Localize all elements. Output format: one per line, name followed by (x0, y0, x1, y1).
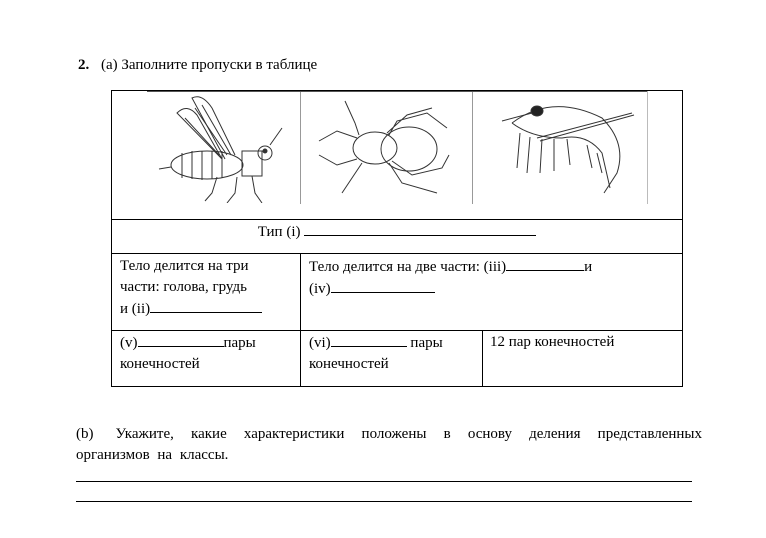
and-word: и (584, 259, 593, 275)
spider-drawing (318, 100, 450, 194)
answer-line-2[interactable] (76, 501, 692, 502)
others-body-cell: Тело делится на две части: (iii) и (iv) (309, 256, 679, 300)
limbs-cell-2: (vi) пары конечностей (309, 332, 479, 375)
blank-i[interactable] (304, 221, 537, 236)
blank-ii[interactable] (150, 298, 263, 313)
part-b: (b) Укажите, какие характеристики положен… (76, 424, 702, 466)
pairs-word: пары (223, 335, 256, 351)
label-vi: (vi) (309, 335, 331, 351)
limbs-cell-3: 12 пар конечностей (490, 334, 615, 350)
label-iv: (iv) (309, 281, 331, 297)
pairs-word: пары (410, 335, 443, 351)
type-row: Тип (i) (112, 221, 682, 243)
limbs-cell-1: (v) пары конечностей (120, 332, 298, 375)
answer-line-1[interactable] (76, 481, 692, 482)
label-v: (v) (120, 335, 138, 351)
limbs-word: конечностей (309, 356, 389, 372)
classification-table: Тип (i) Тело делится на три части: голов… (111, 90, 683, 387)
part-b-instruction: Укажите, какие характеристики положены в… (76, 426, 702, 463)
blank-vi[interactable] (330, 332, 407, 347)
insect-drawing (158, 96, 283, 203)
body-line-1: Тело делится на три (120, 258, 249, 274)
type-label: Тип (i) (257, 224, 301, 240)
question-header: 2. (a) Заполните пропуски в таблице (78, 57, 317, 74)
blank-iv[interactable] (330, 278, 435, 293)
part-b-label: (b) (76, 426, 94, 442)
body-line-3: и (ii) (120, 301, 151, 317)
insect-body-cell: Тело делится на три части: голова, грудь… (120, 256, 298, 320)
blank-v[interactable] (137, 332, 224, 347)
blank-iii[interactable] (506, 256, 585, 271)
limbs-word: конечностей (120, 356, 200, 372)
shrimp-drawing (501, 105, 635, 194)
body-two-parts: Тело делится на две части: (iii) (309, 259, 507, 275)
question-number: 2. (78, 57, 90, 73)
body-line-2: части: голова, грудь (120, 279, 247, 295)
part-a-instruction: (a) Заполните пропуски в таблице (101, 57, 318, 73)
